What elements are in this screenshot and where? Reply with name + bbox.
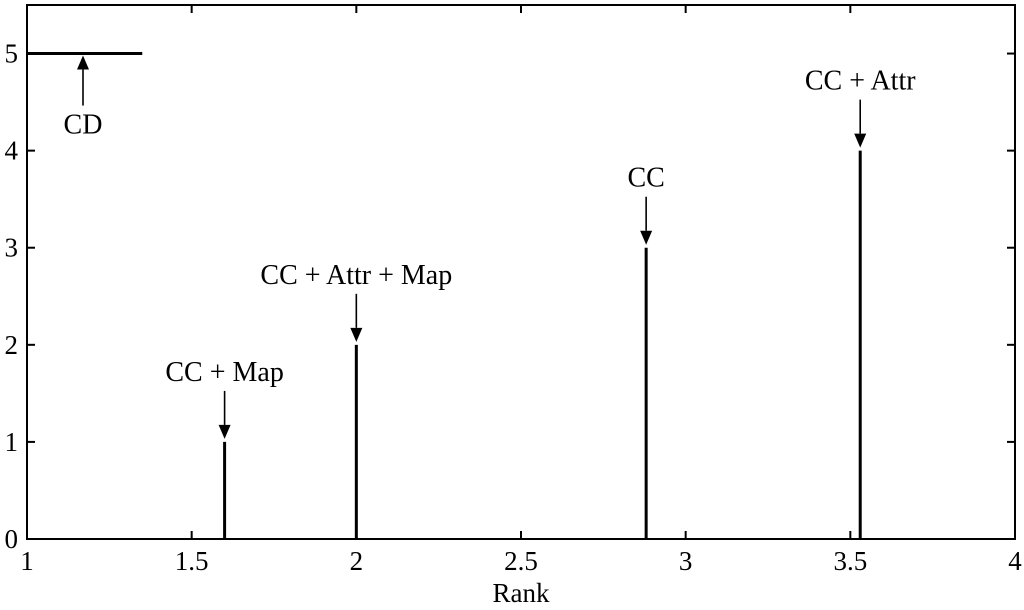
x-tick-label: 1.5 [175, 546, 209, 576]
annotation-label: CC + Attr [805, 66, 916, 97]
y-tick-label: 5 [5, 39, 19, 69]
plot-area-frame [26, 4, 1016, 540]
x-tick-label: 2 [350, 546, 364, 576]
x-tick-label: 3.5 [833, 546, 867, 576]
x-tick-label: 2.5 [504, 546, 538, 576]
y-tick-label: 2 [5, 330, 19, 360]
annotation-label: CC [627, 163, 664, 194]
y-tick-label: 0 [5, 524, 19, 554]
chart-marks [27, 52, 862, 539]
annotation-arrow-head [350, 327, 363, 342]
annotation-label: CC + Attr + Map [260, 260, 452, 291]
annotation-arrow-head [218, 424, 231, 439]
x-tick-label: 3 [679, 546, 693, 576]
annotation-label: CD [64, 110, 103, 141]
annotation-arrow-head [854, 133, 867, 148]
annotation-arrow-head [77, 55, 89, 70]
y-tick-label: 3 [5, 233, 19, 263]
y-tick-label: 4 [5, 136, 19, 166]
x-axis-title: Rank [493, 578, 550, 608]
x-tick-label: 1 [20, 546, 34, 576]
x-tick-label: 4 [1008, 546, 1022, 576]
chart-annotations: CD CC + Map CC + Attr + Map CC CC + Attr [64, 55, 916, 439]
y-tick-label: 1 [5, 427, 19, 457]
annotation-label: CC + Map [165, 357, 283, 388]
annotation-arrow-head [640, 230, 653, 245]
